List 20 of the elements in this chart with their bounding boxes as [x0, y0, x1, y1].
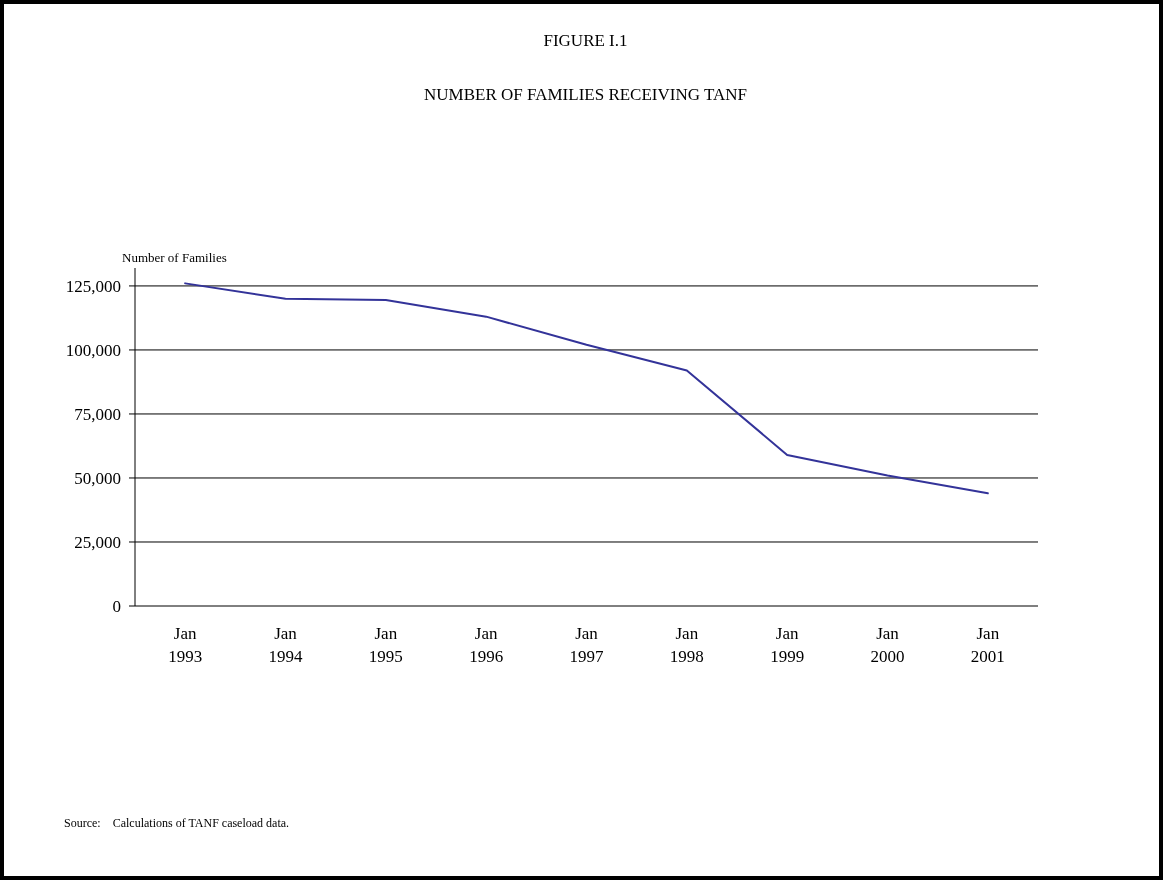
chart-subtitle: NUMBER OF FAMILIES RECEIVING TANF: [424, 85, 747, 104]
y-tick-label: 100,000: [65, 340, 121, 360]
y-tick-label: 25,000: [74, 532, 121, 552]
y-tick-label: 0: [112, 596, 121, 616]
x-tick-label: Jan 1993: [168, 624, 203, 666]
y-tick-label: 50,000: [74, 468, 121, 488]
line-series: [184, 282, 989, 495]
chart-title: FIGURE I.1: [543, 31, 628, 50]
x-tick-label: Jan 1998: [669, 624, 704, 666]
y-axis-title: Number of Families: [122, 250, 227, 265]
y-tick-label: 75,000: [74, 404, 121, 424]
y-tick-label: 125,000: [65, 276, 121, 296]
x-tick-label: Jan 1996: [469, 624, 504, 666]
x-tick-label: Jan 1994: [268, 624, 303, 666]
x-tick-label: Jan 1999: [770, 624, 805, 666]
x-tick-label: Jan 2000: [870, 624, 905, 666]
x-tick-label: Jan 2001: [970, 624, 1005, 666]
source-note: Source: Calculations of TANF caseload data.: [64, 816, 290, 830]
x-tick-label: Jan 1997: [569, 624, 604, 666]
x-tick-label: Jan 1995: [368, 624, 403, 666]
